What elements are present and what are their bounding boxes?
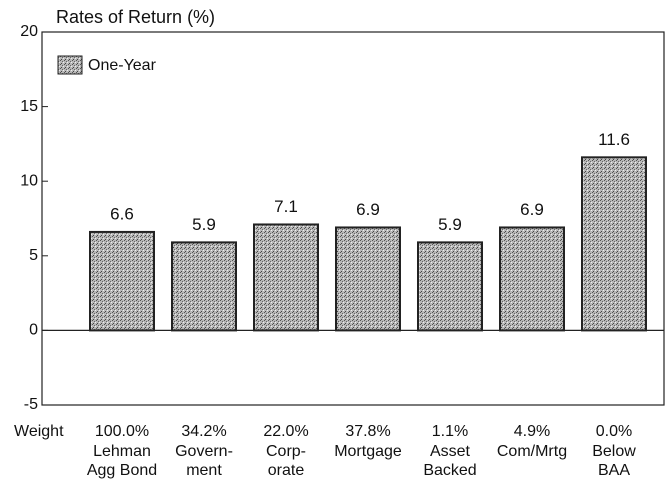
x-tick-label-line: Lehman <box>93 443 151 460</box>
bar <box>335 226 401 332</box>
bar <box>253 223 319 332</box>
x-tick-label-line: Agg Bond <box>87 462 157 479</box>
weight: 1.1% <box>432 423 468 440</box>
bar <box>171 241 237 332</box>
bar <box>499 226 565 332</box>
y-tick-label: 5 <box>29 247 38 264</box>
x-tick-label-line: Asset <box>430 443 471 460</box>
chart-title: Rates of Return (%) <box>56 7 215 27</box>
y-tick-label: 10 <box>20 172 38 189</box>
y-tick-label: 0 <box>29 322 38 339</box>
bar <box>581 156 647 332</box>
x-tick-label-line: Govern- <box>175 443 233 460</box>
value-label: 5.9 <box>192 215 216 234</box>
y-tick-label: 20 <box>20 23 38 40</box>
plot-frame <box>41 31 665 406</box>
legend-swatch <box>57 55 83 75</box>
value-label: 5.9 <box>438 215 462 234</box>
weight: 4.9% <box>514 423 550 440</box>
x-tick-label-line: Backed <box>423 462 476 479</box>
weight: 0.0% <box>596 423 632 440</box>
x-tick-label-line: Com/Mrtg <box>497 443 567 460</box>
weight-label: Weight <box>14 423 64 440</box>
y-tick-label: 15 <box>20 98 38 115</box>
x-tick-label: Com/Mrtg <box>497 443 567 460</box>
weight: 100.0% <box>95 423 149 440</box>
weight: 34.2% <box>181 423 226 440</box>
value-label: 11.6 <box>598 130 630 149</box>
bar <box>417 241 483 332</box>
weight: 22.0% <box>263 423 308 440</box>
x-tick-label-line: BAA <box>598 462 630 479</box>
value-label: 6.9 <box>520 200 544 219</box>
y-tick-label: -5 <box>24 396 38 413</box>
x-tick-label: Below BAA <box>592 443 636 479</box>
x-tick-label: Lehman Agg Bond <box>87 443 157 479</box>
x-tick-label-line: orate <box>268 462 305 479</box>
value-label: 6.9 <box>356 200 380 219</box>
x-tick-label: Govern-ment <box>175 443 233 479</box>
x-tick-label-line: ment <box>186 462 222 479</box>
bar <box>89 230 155 332</box>
x-tick-label: Corp-orate <box>266 443 306 479</box>
x-tick-label-line: Mortgage <box>334 443 402 460</box>
value-label: 6.6 <box>110 204 134 223</box>
x-tick-label-line: Corp- <box>266 443 306 460</box>
x-tick-label: Mortgage <box>334 443 402 460</box>
weight: 37.8% <box>345 423 390 440</box>
x-tick-label-line: Below <box>592 443 636 460</box>
x-tick-label: Asset Backed <box>423 443 476 479</box>
value-label: 7.1 <box>274 197 298 216</box>
legend-label: One-Year <box>88 57 157 74</box>
